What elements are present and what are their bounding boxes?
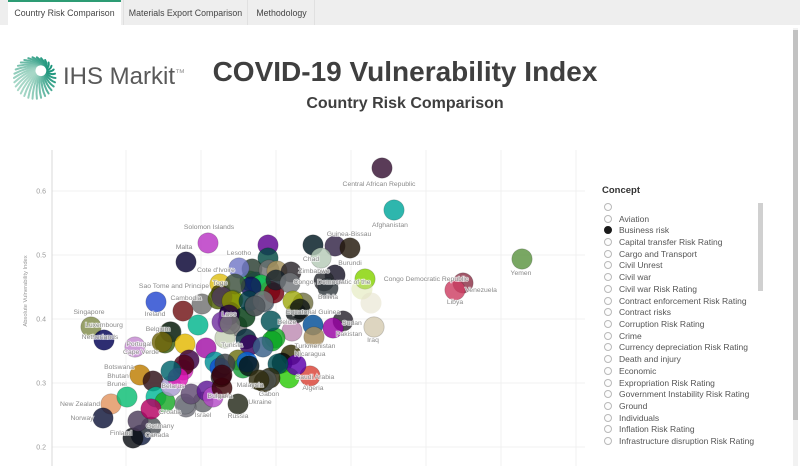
svg-text:Sudan: Sudan (342, 320, 362, 327)
svg-text:Portugal: Portugal (126, 341, 152, 348)
svg-text:0.5: 0.5 (36, 253, 46, 260)
svg-text:Botswana: Botswana (104, 364, 134, 371)
svg-text:Central African Republic: Central African Republic (343, 181, 417, 188)
svg-text:Pakistan: Pakistan (336, 331, 362, 338)
svg-text:Bhutan: Bhutan (107, 373, 129, 380)
svg-text:Belgium: Belgium (146, 326, 171, 333)
svg-text:Belarus: Belarus (161, 383, 185, 390)
svg-text:Israel: Israel (195, 412, 212, 419)
svg-text:Chad: Chad (303, 256, 319, 263)
svg-text:Cape Verde: Cape Verde (123, 349, 159, 356)
svg-text:Brunei: Brunei (107, 381, 127, 388)
svg-text:Russia: Russia (228, 413, 249, 420)
svg-text:Ukraine: Ukraine (248, 399, 272, 406)
svg-text:Germany: Germany (146, 423, 175, 430)
svg-text:0.3: 0.3 (36, 381, 46, 388)
svg-text:Zimbabwe: Zimbabwe (298, 268, 330, 275)
svg-text:Nicaragua: Nicaragua (295, 351, 326, 358)
svg-text:Laos: Laos (222, 311, 237, 318)
svg-text:Bolivia: Bolivia (318, 294, 338, 301)
svg-text:Canada: Canada (145, 432, 169, 439)
svg-text:Cambodia: Cambodia (171, 295, 202, 302)
svg-text:Ireland: Ireland (145, 311, 166, 318)
svg-text:Venezuela: Venezuela (465, 287, 497, 294)
svg-text:Malaysia: Malaysia (237, 382, 264, 389)
svg-text:Solomon Islands: Solomon Islands (184, 224, 235, 231)
svg-text:Libya: Libya (447, 299, 463, 306)
svg-text:Absolute Vulnerability Index: Absolute Vulnerability Index (23, 255, 29, 326)
svg-text:Yemen: Yemen (511, 270, 532, 277)
svg-text:Belize: Belize (278, 319, 297, 326)
svg-text:Congo, Democratic of the: Congo, Democratic of the (293, 279, 370, 286)
svg-text:Gabon: Gabon (259, 391, 280, 398)
svg-text:0.6: 0.6 (36, 189, 46, 196)
svg-text:Malta: Malta (176, 244, 193, 251)
svg-text:Equatorial Guinea: Equatorial Guinea (286, 309, 341, 316)
svg-text:Netherlands: Netherlands (82, 334, 119, 341)
svg-text:Finland: Finland (110, 430, 133, 437)
svg-text:Afghanistan: Afghanistan (372, 222, 408, 229)
svg-text:Sao Tome and Principe: Sao Tome and Principe (139, 283, 209, 290)
svg-text:Turkmenistan: Turkmenistan (295, 343, 336, 350)
svg-text:Lesotho: Lesotho (227, 250, 251, 257)
svg-text:Norway: Norway (70, 415, 94, 422)
svg-text:Guinea-Bissau: Guinea-Bissau (327, 231, 372, 238)
svg-text:0.4: 0.4 (36, 317, 46, 324)
svg-text:Singapore: Singapore (74, 309, 105, 316)
svg-text:Congo Democratic Republic: Congo Democratic Republic (384, 276, 469, 283)
svg-text:Algeria: Algeria (302, 385, 323, 392)
svg-text:Tunisia: Tunisia (221, 342, 243, 349)
svg-text:Luxembourg: Luxembourg (85, 322, 123, 329)
svg-text:Cote d'Ivoire: Cote d'Ivoire (197, 267, 235, 274)
svg-text:Bulgaria: Bulgaria (208, 393, 233, 400)
svg-text:Burundi: Burundi (338, 260, 362, 267)
svg-text:0.2: 0.2 (36, 445, 46, 452)
svg-text:Croatia: Croatia (159, 409, 181, 416)
svg-text:Saudi Arabia: Saudi Arabia (296, 374, 335, 381)
svg-text:Iraq: Iraq (367, 337, 379, 344)
svg-text:Togo: Togo (213, 280, 228, 287)
svg-text:New Zealand: New Zealand (60, 401, 100, 408)
